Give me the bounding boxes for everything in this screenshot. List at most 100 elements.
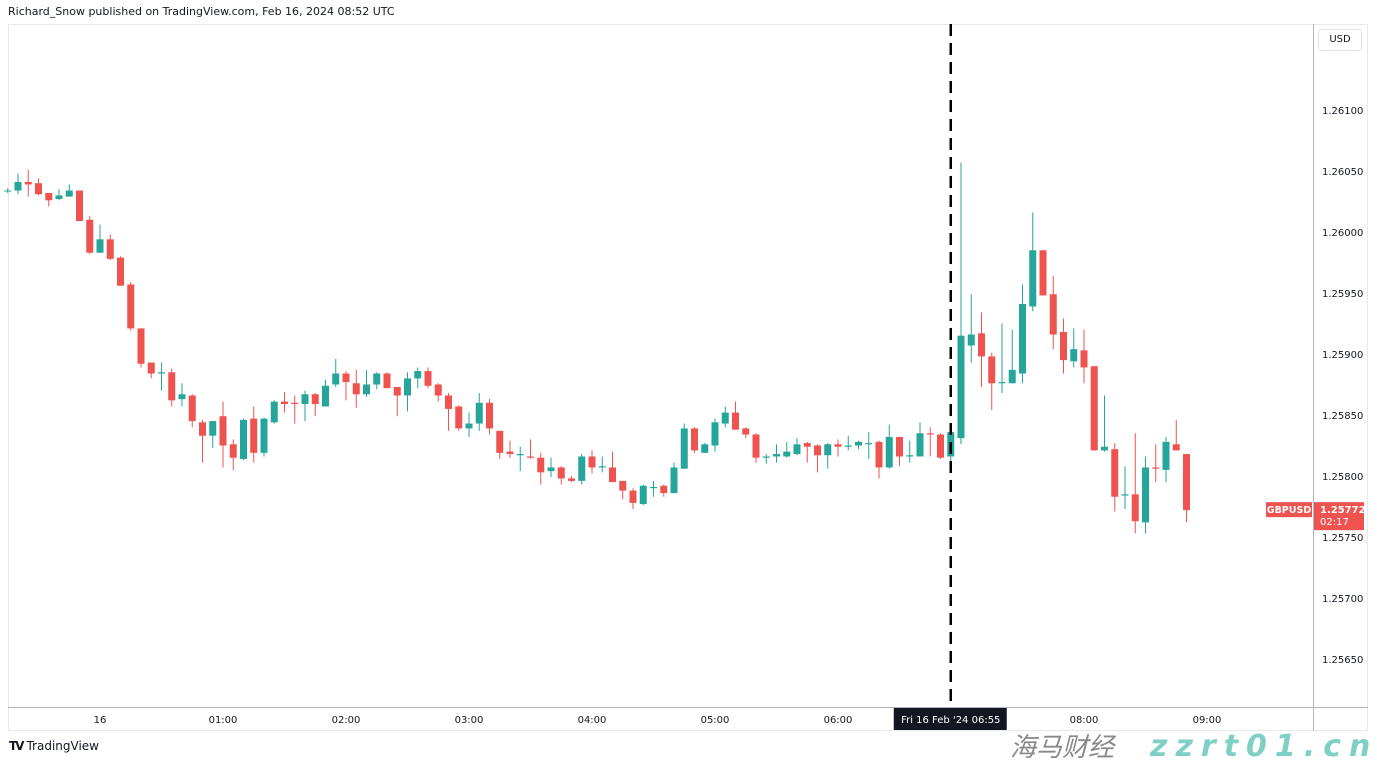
time-tick-label: 04:00: [578, 715, 607, 726]
time-axis[interactable]: 16 01:00 02:00 03:00 04:00 05:00 06:00 08:00 09:…: [94, 715, 1222, 726]
candle-body: [670, 467, 678, 494]
candle: [834, 439, 842, 457]
candle-body: [168, 372, 176, 401]
candle: [619, 480, 627, 500]
candle-body: [250, 418, 258, 453]
candle-body: [496, 430, 504, 453]
crosshair-time-label: Fri 16 Feb '24 06:55: [901, 715, 1000, 726]
candle: [578, 454, 586, 485]
candle-body: [506, 451, 514, 455]
candle-body: [967, 334, 975, 346]
candle: [639, 484, 647, 506]
candle-body: [926, 433, 934, 435]
candle: [516, 446, 524, 472]
candle: [762, 454, 770, 464]
candle-body: [916, 433, 924, 457]
candle: [229, 439, 237, 470]
candle: [106, 234, 114, 261]
candle-body: [137, 328, 145, 364]
candle-body: [270, 401, 278, 423]
candle-body: [711, 422, 719, 446]
candle-body: [342, 373, 350, 383]
candle-body: [188, 395, 196, 422]
candle-body: [844, 445, 852, 447]
price-axis[interactable]: 1.26100 1.26050 1.26000 1.25950 1.25900 1.258…: [1322, 106, 1363, 666]
candle-body: [834, 444, 842, 447]
tradingview-logo[interactable]: TV TradingView: [9, 739, 99, 753]
watermark-url: zzrt01.cn: [1150, 729, 1377, 764]
candle: [127, 282, 135, 331]
candle: [1070, 328, 1078, 368]
candle: [721, 406, 729, 428]
symbol-badge: [1266, 502, 1312, 518]
candle-body: [783, 451, 791, 457]
candle: [1101, 395, 1108, 452]
candle-body: [701, 444, 709, 453]
candle: [537, 452, 545, 485]
candle: [96, 224, 104, 253]
candle-body: [76, 190, 83, 222]
tradingview-logo-icon: TV: [9, 739, 25, 753]
currency-button[interactable]: USD: [1318, 29, 1362, 51]
candle: [793, 438, 801, 456]
candle: [967, 294, 975, 363]
candle: [188, 394, 196, 428]
candle: [824, 443, 832, 469]
candle-body: [1060, 332, 1067, 361]
candle: [322, 379, 329, 407]
candle: [732, 401, 739, 430]
candle-body: [158, 372, 165, 374]
candle-body: [609, 467, 616, 483]
candle-body: [988, 356, 996, 384]
candle: [680, 423, 688, 469]
candle: [332, 358, 340, 387]
candle: [998, 323, 1006, 394]
candle: [434, 383, 442, 402]
candle: [926, 427, 934, 457]
candle: [1111, 443, 1119, 512]
candle: [404, 372, 411, 412]
candle-body: [1049, 294, 1057, 335]
candle-body: [96, 239, 104, 253]
candle-body: [855, 441, 862, 446]
candle-body: [24, 181, 32, 185]
candle-body: [885, 436, 893, 468]
candle-body: [793, 444, 801, 455]
candle: [916, 422, 924, 457]
candle-body: [588, 456, 596, 468]
candle: [352, 369, 360, 408]
candle-body: [486, 402, 493, 429]
candle-body: [260, 418, 268, 453]
candle: [178, 383, 186, 407]
candle: [393, 386, 401, 417]
candle-body: [301, 394, 309, 405]
candle: [465, 412, 473, 437]
candle-body: [281, 401, 288, 405]
publisher-header: Richard_Snow published on TradingView.co…: [8, 5, 395, 18]
candle-body: [1070, 349, 1078, 362]
tradingview-logo-text: TradingView: [26, 739, 99, 753]
candle-body: [4, 190, 12, 192]
symbol-label: GBPUSD: [1267, 505, 1312, 516]
candle: [1121, 466, 1129, 509]
candle-body: [906, 455, 914, 457]
candle: [547, 457, 555, 478]
candle: [1162, 436, 1170, 483]
time-tick-label: 03:00: [455, 715, 484, 726]
price-tick-label: 1.25650: [1322, 655, 1363, 666]
candle: [1142, 456, 1149, 534]
candle-body: [578, 456, 586, 481]
candle: [568, 476, 575, 483]
candle-body: [383, 373, 391, 389]
candle-body: [65, 190, 73, 197]
time-tick-label: 16: [94, 715, 107, 726]
candle-body: [178, 394, 186, 400]
time-tick-label: 06:00: [824, 715, 853, 726]
candle-body: [803, 443, 811, 447]
candle: [988, 352, 996, 411]
candle-body: [445, 395, 452, 409]
price-tick-label: 1.26100: [1322, 106, 1363, 117]
candle-body: [1152, 467, 1160, 469]
